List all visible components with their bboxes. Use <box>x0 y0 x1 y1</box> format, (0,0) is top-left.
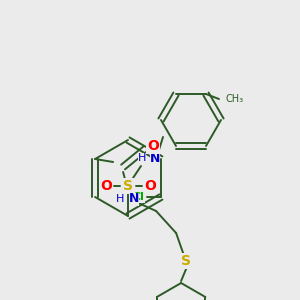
Text: CH₃: CH₃ <box>226 94 244 104</box>
Text: S: S <box>123 179 133 193</box>
Text: O: O <box>147 139 159 153</box>
Text: N: N <box>129 193 140 206</box>
Text: N: N <box>150 152 160 164</box>
Text: H: H <box>116 194 124 204</box>
Text: H: H <box>138 153 146 163</box>
Text: O: O <box>100 179 112 193</box>
Text: O: O <box>144 179 156 193</box>
Text: S: S <box>181 254 191 268</box>
Text: Cl: Cl <box>133 192 145 202</box>
